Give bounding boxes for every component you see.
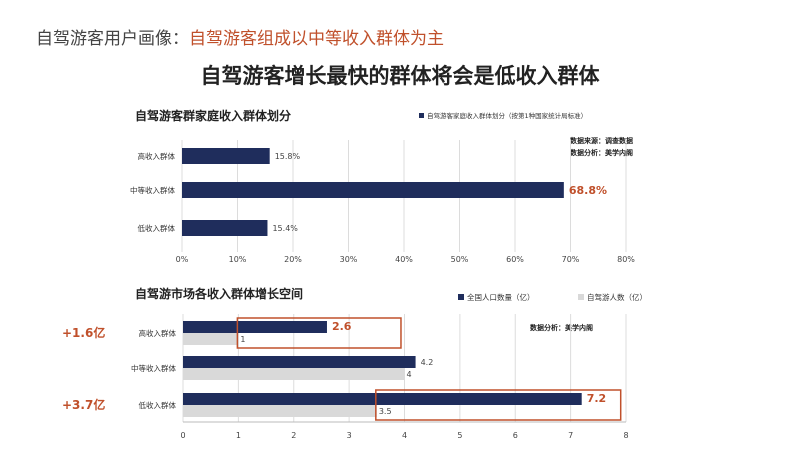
chart2-tick-label: 1 xyxy=(236,431,241,440)
chart1-data-label: 15.8% xyxy=(275,152,301,161)
chart1-data-label: 68.8% xyxy=(569,184,607,197)
chart2-note: 数据分析：美学内阁 xyxy=(530,323,593,332)
chart2-tick-label: 6 xyxy=(513,431,518,440)
chart2-legend-label: 全国人口数量（亿） xyxy=(467,292,535,302)
chart1-tick-label: 0% xyxy=(176,255,189,264)
chart1-tick-label: 30% xyxy=(340,255,358,264)
chart2-data-label-population: 7.2 xyxy=(587,392,607,405)
chart2-data-label-selfdrive: 1 xyxy=(240,335,245,344)
chart1-category-label: 低收入群体 xyxy=(138,223,176,233)
header-highlight: 自驾游客组成以中等收入群体为主 xyxy=(189,29,444,49)
header-prefix: 自驾游客用户画像： xyxy=(36,29,189,49)
chart2-bar-selfdrive xyxy=(183,405,377,417)
chart1-tick-label: 10% xyxy=(229,255,247,264)
chart1-note: 数据来源：调查数据 xyxy=(570,136,633,145)
header: 自驾游客用户画像：自驾游客组成以中等收入群体为主 xyxy=(36,24,444,49)
chart2-growth-annotation: +3.7亿 xyxy=(62,397,105,412)
chart2-tick-label: 0 xyxy=(180,431,185,440)
chart2-data-label-selfdrive: 4 xyxy=(407,370,412,379)
chart2-category-label: 中等收入群体 xyxy=(131,363,176,373)
chart2-tick-label: 3 xyxy=(347,431,352,440)
page-subtitle: 自驾游客增长最快的群体将会是低收入群体 xyxy=(200,64,600,88)
chart1-category-label: 高收入群体 xyxy=(138,151,176,161)
chart1-bar xyxy=(182,148,270,164)
chart1-tick-label: 70% xyxy=(562,255,580,264)
chart2-data-label-selfdrive: 3.5 xyxy=(379,407,392,416)
chart1-tick-label: 60% xyxy=(506,255,524,264)
chart2-legend-swatch xyxy=(458,294,464,300)
chart2-data-label-population: 2.6 xyxy=(332,320,352,333)
chart2-tick-label: 2 xyxy=(291,431,296,440)
chart1-data-label: 15.4% xyxy=(272,224,298,233)
chart2-growth-annotation: +1.6亿 xyxy=(62,325,105,340)
chart2-highlight-box xyxy=(375,389,622,421)
chart1-legend-swatch xyxy=(419,113,424,118)
chart2-category-label: 高收入群体 xyxy=(139,328,177,338)
chart1-note: 数据分析：美学内阁 xyxy=(570,148,633,157)
chart2-tick-label: 4 xyxy=(402,431,407,440)
chart1-tick-label: 40% xyxy=(395,255,413,264)
chart2-data-label-population: 4.2 xyxy=(421,358,434,367)
chart2-legend-swatch xyxy=(578,294,584,300)
chart2-bar-population xyxy=(183,321,327,333)
chart2-tick-label: 5 xyxy=(457,431,462,440)
chart1-bar xyxy=(182,182,564,198)
chart2-bar-selfdrive xyxy=(183,368,405,380)
chart1-legend-label: 自驾游客家庭收入群体划分（按第1种国家统计局标准） xyxy=(427,111,587,120)
chart2-tick-label: 8 xyxy=(623,431,628,440)
chart1-tick-label: 20% xyxy=(284,255,302,264)
chart1-tick-label: 80% xyxy=(617,255,635,264)
chart2-legend-label: 自驾游人数（亿） xyxy=(587,292,647,302)
chart2-highlight-box xyxy=(236,317,402,349)
chart1-bar xyxy=(182,220,268,236)
chart1-tick-label: 50% xyxy=(451,255,469,264)
chart2-bar-selfdrive xyxy=(183,333,239,345)
chart2-title: 自驾游市场各收入群体增长空间 xyxy=(135,286,303,301)
chart2-category-label: 低收入群体 xyxy=(139,400,177,410)
chart1-title: 自驾游客群家庭收入群体划分 xyxy=(135,108,291,123)
chart1-category-label: 中等收入群体 xyxy=(130,185,175,195)
chart2-bar-population xyxy=(183,356,416,368)
chart2-tick-label: 7 xyxy=(568,431,573,440)
chart2-bar-population xyxy=(183,393,582,405)
